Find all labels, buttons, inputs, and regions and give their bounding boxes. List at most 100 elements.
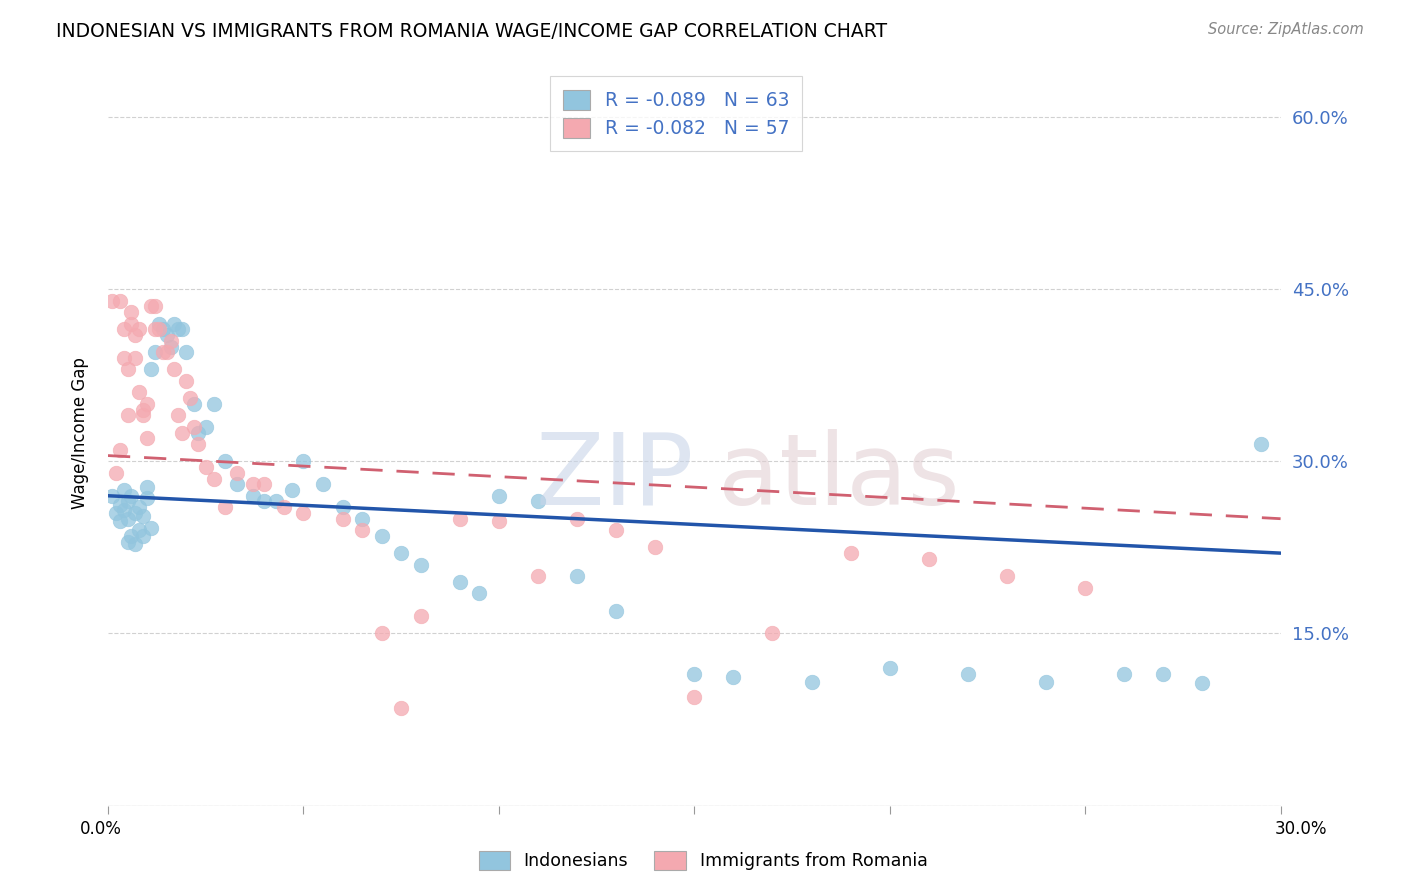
Point bbox=[136, 491, 159, 505]
Text: 30.0%: 30.0% bbox=[1274, 820, 1327, 838]
Text: atlas: atlas bbox=[717, 429, 959, 526]
Point bbox=[202, 471, 225, 485]
Point bbox=[183, 397, 205, 411]
Point bbox=[839, 546, 862, 560]
Point bbox=[409, 558, 432, 572]
Point bbox=[117, 409, 139, 423]
Point bbox=[488, 489, 510, 503]
Point bbox=[995, 569, 1018, 583]
Point bbox=[879, 661, 901, 675]
Point bbox=[565, 569, 588, 583]
Point bbox=[112, 502, 135, 516]
Point bbox=[108, 293, 131, 308]
Point bbox=[761, 626, 783, 640]
Point bbox=[148, 322, 170, 336]
Point bbox=[163, 317, 186, 331]
Point bbox=[226, 466, 249, 480]
Point bbox=[156, 328, 179, 343]
Point bbox=[108, 498, 131, 512]
Point bbox=[132, 529, 155, 543]
Point bbox=[202, 397, 225, 411]
Point bbox=[112, 483, 135, 497]
Point bbox=[242, 489, 264, 503]
Point bbox=[332, 512, 354, 526]
Point bbox=[124, 537, 146, 551]
Point bbox=[143, 322, 166, 336]
Point bbox=[187, 437, 209, 451]
Point bbox=[1250, 437, 1272, 451]
Text: Source: ZipAtlas.com: Source: ZipAtlas.com bbox=[1208, 22, 1364, 37]
Point bbox=[1035, 674, 1057, 689]
Point bbox=[143, 299, 166, 313]
Point bbox=[167, 322, 190, 336]
Point bbox=[124, 328, 146, 343]
Legend: R = -0.089   N = 63, R = -0.082   N = 57: R = -0.089 N = 63, R = -0.082 N = 57 bbox=[550, 77, 803, 151]
Point bbox=[128, 385, 150, 400]
Point bbox=[112, 322, 135, 336]
Point bbox=[312, 477, 335, 491]
Point bbox=[172, 322, 194, 336]
Point bbox=[214, 500, 236, 515]
Point bbox=[143, 345, 166, 359]
Point bbox=[148, 317, 170, 331]
Point bbox=[152, 322, 174, 336]
Point bbox=[683, 666, 706, 681]
Point bbox=[128, 322, 150, 336]
Point bbox=[139, 299, 162, 313]
Point bbox=[683, 690, 706, 704]
Point bbox=[117, 362, 139, 376]
Point bbox=[136, 397, 159, 411]
Point bbox=[187, 425, 209, 440]
Point bbox=[117, 512, 139, 526]
Point bbox=[449, 512, 471, 526]
Point bbox=[172, 425, 194, 440]
Point bbox=[163, 362, 186, 376]
Point bbox=[167, 409, 190, 423]
Legend: Indonesians, Immigrants from Romania: Indonesians, Immigrants from Romania bbox=[470, 842, 936, 879]
Point bbox=[1191, 676, 1213, 690]
Point bbox=[468, 586, 491, 600]
Point bbox=[117, 494, 139, 508]
Point bbox=[104, 466, 127, 480]
Point bbox=[179, 391, 201, 405]
Point bbox=[800, 674, 823, 689]
Point bbox=[449, 574, 471, 589]
Point bbox=[194, 460, 217, 475]
Point bbox=[120, 305, 142, 319]
Point bbox=[918, 552, 941, 566]
Point bbox=[527, 494, 550, 508]
Point bbox=[956, 666, 979, 681]
Point bbox=[214, 454, 236, 468]
Point bbox=[644, 541, 666, 555]
Text: ZIP: ZIP bbox=[536, 429, 695, 526]
Point bbox=[128, 500, 150, 515]
Point bbox=[370, 529, 392, 543]
Point bbox=[409, 609, 432, 624]
Y-axis label: Wage/Income Gap: Wage/Income Gap bbox=[72, 357, 89, 508]
Point bbox=[1152, 666, 1174, 681]
Point bbox=[488, 514, 510, 528]
Point bbox=[253, 494, 276, 508]
Point bbox=[183, 420, 205, 434]
Point bbox=[605, 603, 627, 617]
Point bbox=[1074, 581, 1097, 595]
Point bbox=[723, 670, 745, 684]
Point bbox=[1114, 666, 1136, 681]
Point bbox=[292, 506, 315, 520]
Point bbox=[527, 569, 550, 583]
Point bbox=[139, 362, 162, 376]
Point bbox=[128, 523, 150, 537]
Point bbox=[389, 546, 412, 560]
Point bbox=[370, 626, 392, 640]
Point bbox=[389, 701, 412, 715]
Point bbox=[565, 512, 588, 526]
Point bbox=[108, 514, 131, 528]
Point bbox=[139, 521, 162, 535]
Point bbox=[117, 534, 139, 549]
Point bbox=[101, 293, 124, 308]
Point bbox=[112, 351, 135, 365]
Point bbox=[273, 500, 295, 515]
Point bbox=[159, 334, 181, 348]
Point bbox=[124, 506, 146, 520]
Point bbox=[132, 409, 155, 423]
